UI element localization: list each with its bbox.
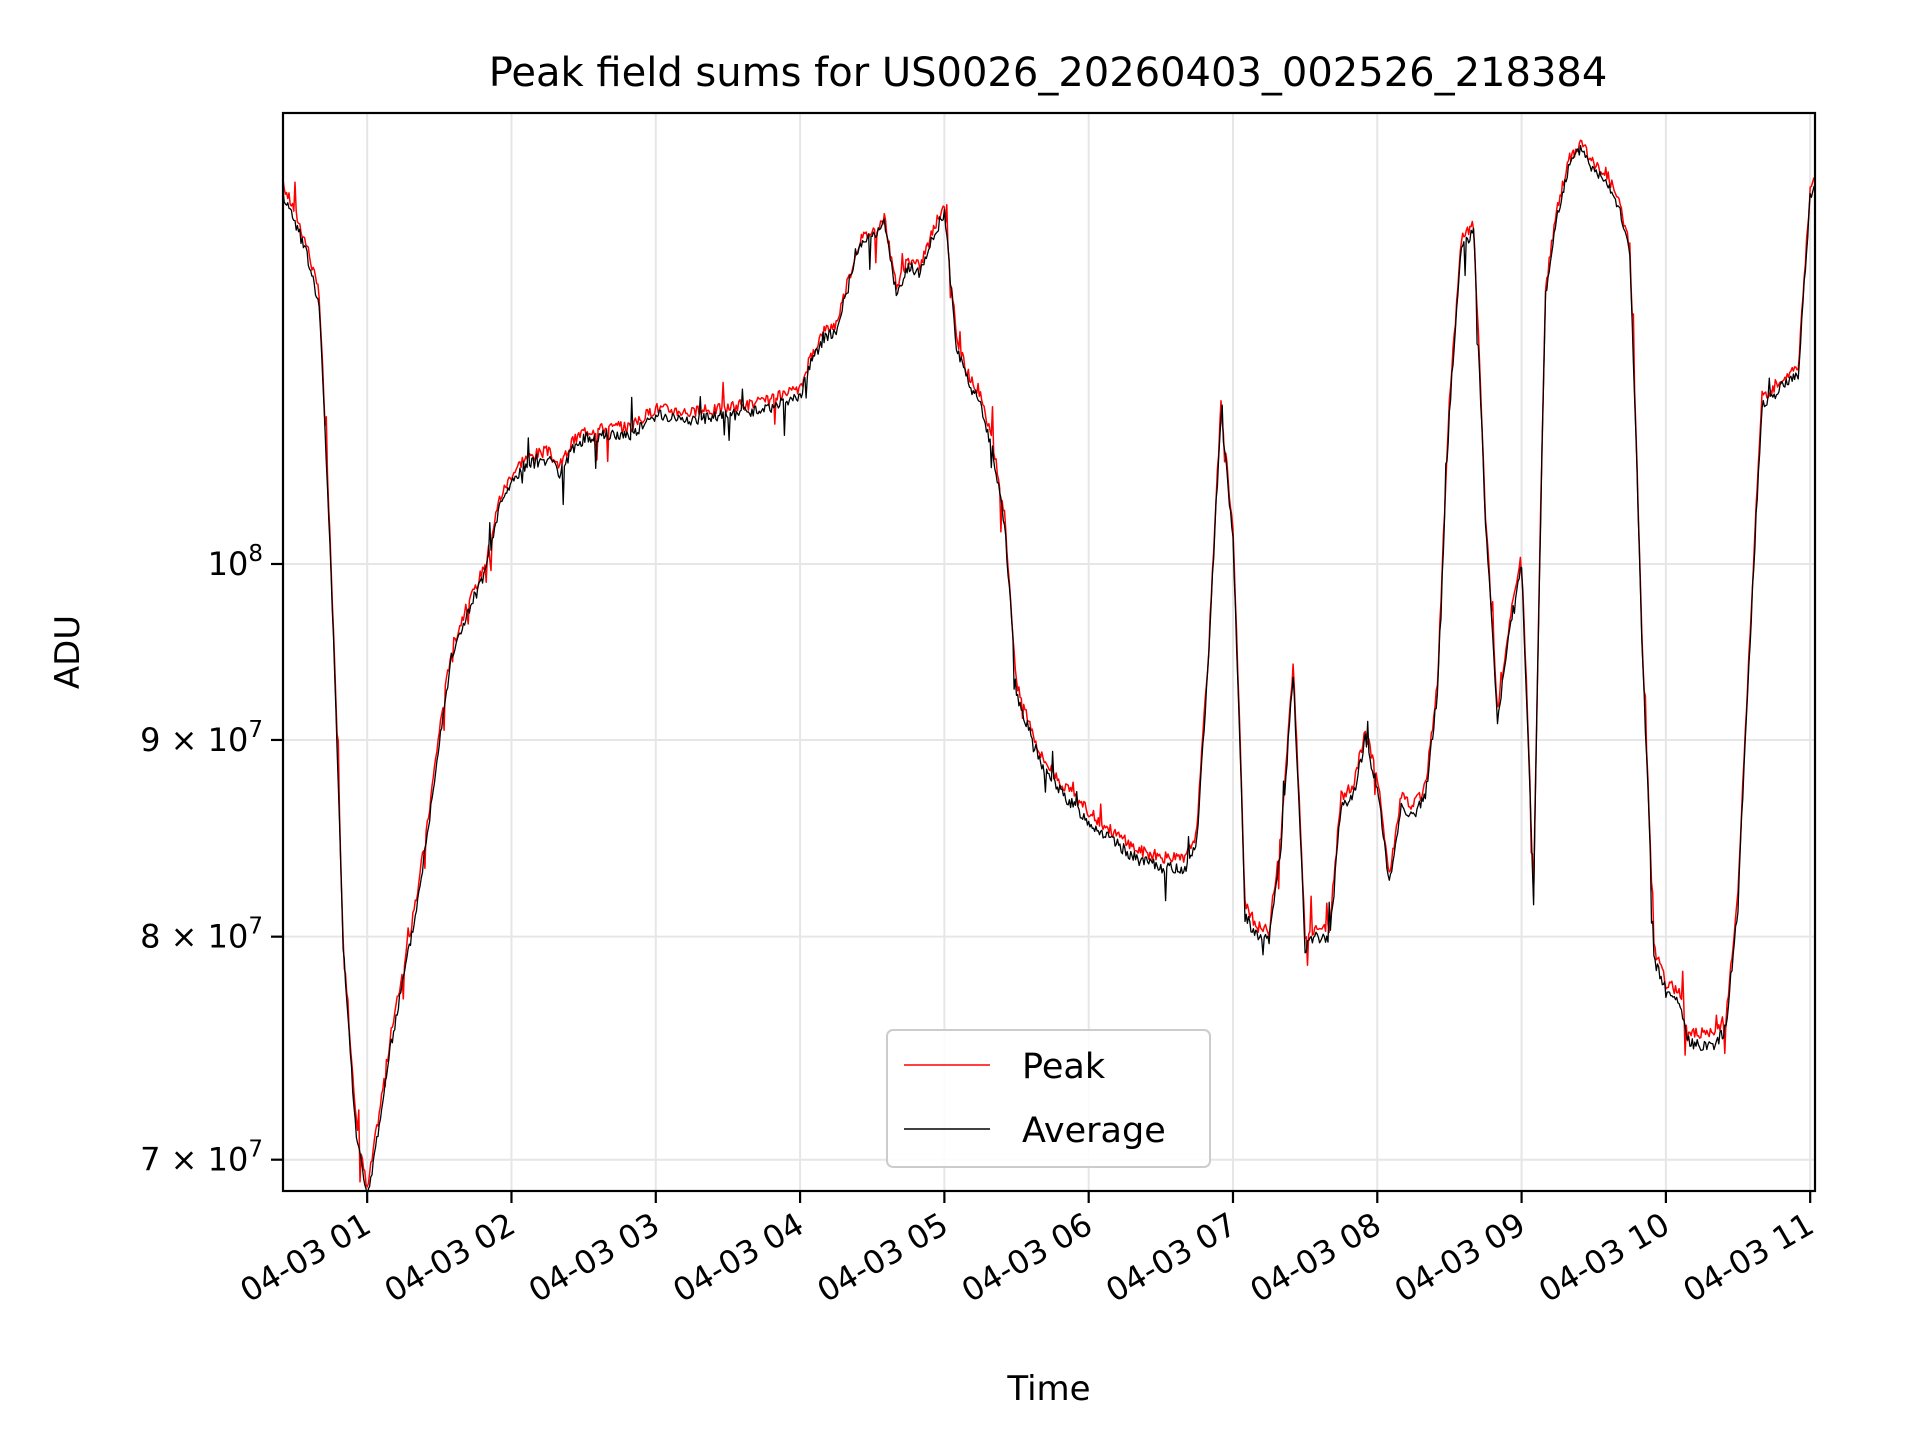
x-tick-label: 04-03 04 (666, 1205, 810, 1310)
x-tick-label: 04-03 01 (234, 1205, 378, 1310)
x-tick-label: 04-03 05 (811, 1205, 955, 1310)
legend: Peak Average (886, 1029, 1211, 1168)
y-tick-label: 108 (208, 541, 263, 583)
axis-ticks: 04-03 01 04-03 02 04-03 03 04-03 04 04-03 05… (140, 541, 1820, 1310)
y-tick-label: 8 × 107 (140, 914, 263, 956)
x-tick-label: 04-03 11 (1677, 1205, 1821, 1310)
plot-area (283, 139, 1815, 1191)
y-tick-label: 7 × 107 (140, 1137, 263, 1179)
x-tick-label: 04-03 10 (1532, 1205, 1676, 1310)
series-line-peak (283, 139, 1815, 1188)
x-tick-label: 04-03 08 (1244, 1205, 1388, 1310)
chart-title: Peak field sums for US0026_20260403_0025… (489, 50, 1608, 96)
x-tick-label: 04-03 07 (1099, 1205, 1243, 1310)
x-tick-label: 04-03 06 (955, 1205, 1099, 1310)
y-axis-label: ADU (48, 615, 88, 689)
series-line-average (283, 144, 1815, 1191)
gridlines (283, 113, 1815, 1191)
legend-label-average: Average (1022, 1111, 1166, 1151)
y-tick-label: 9 × 107 (140, 717, 263, 759)
x-tick-label: 04-03 09 (1388, 1205, 1532, 1310)
x-tick-label: 04-03 03 (522, 1205, 666, 1310)
x-axis-label: Time (1006, 1369, 1090, 1409)
legend-label-peak: Peak (1022, 1047, 1106, 1087)
x-tick-label: 04-03 02 (378, 1205, 522, 1310)
plot-frame (281, 111, 1817, 1193)
